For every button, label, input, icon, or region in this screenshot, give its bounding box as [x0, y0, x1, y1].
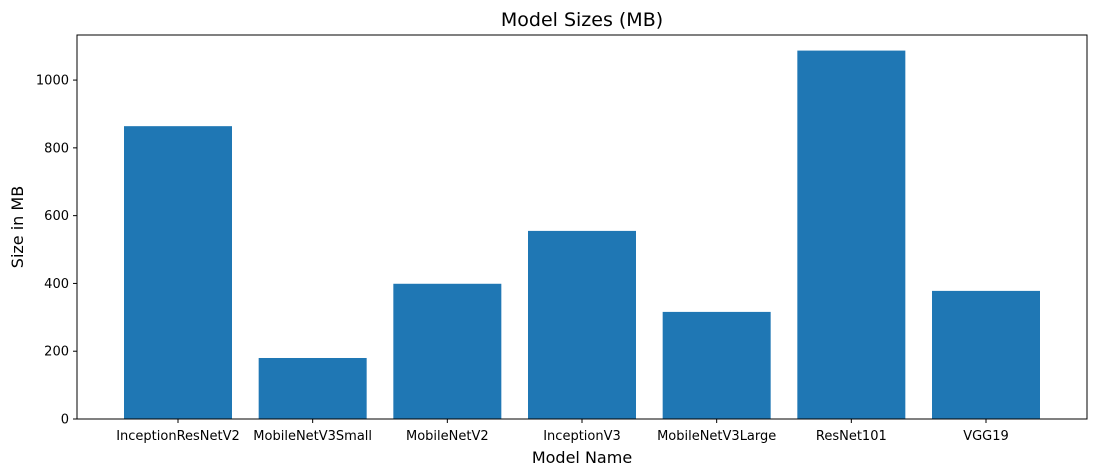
x-tick-label: MobileNetV3Small [253, 429, 372, 444]
bars-group [124, 50, 1040, 420]
x-tick-label: InceptionV3 [543, 429, 621, 444]
y-axis-ticks: 0 200 400 600 800 1000 [36, 74, 77, 428]
chart-title: Model Sizes (MB) [501, 9, 663, 31]
y-tick-label: 0 [61, 413, 69, 428]
bar-inceptionv3 [528, 230, 636, 419]
bar-mobilenetv2 [393, 283, 502, 419]
y-tick-label: 200 [44, 345, 69, 360]
y-tick-label: 1000 [36, 74, 69, 89]
x-tick-label: MobileNetV3Large [657, 429, 776, 444]
bar-vgg19 [932, 290, 1040, 419]
bar-mobilenetv3large [662, 311, 771, 419]
y-axis-label: Size in MB [8, 186, 27, 268]
x-tick-label: InceptionResNetV2 [116, 429, 240, 444]
x-tick-label: MobileNetV2 [406, 429, 489, 444]
y-tick-label: 800 [44, 141, 69, 156]
x-axis-label: Model Name [532, 448, 632, 467]
bar-inceptionresnetv2 [124, 126, 232, 419]
x-axis-ticks: InceptionResNetV2 MobileNetV3Small MobileN… [116, 419, 1009, 444]
x-tick-label: VGG19 [963, 429, 1009, 444]
plot-frame [76, 34, 1088, 420]
y-tick-label: 400 [44, 277, 69, 292]
y-tick-label: 600 [44, 209, 69, 224]
bar-resnet101 [797, 50, 906, 420]
bar-mobilenetv3small [258, 357, 367, 419]
x-tick-label: ResNet101 [816, 429, 887, 444]
